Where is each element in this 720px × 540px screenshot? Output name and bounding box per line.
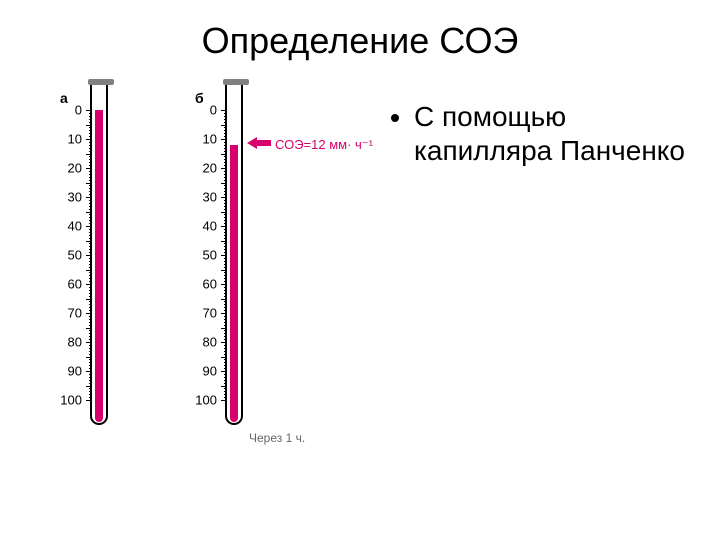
scale-tick-label: 70 (52, 306, 82, 321)
tube-b-cap (223, 79, 249, 85)
tube-b-group: б 0102030405060708090100 СОЭ=12 мм· ч⁻¹ … (225, 80, 243, 425)
page-title: Определение СОЭ (0, 20, 720, 62)
scale-tick-label: 30 (52, 190, 82, 205)
scale-tick-label: 40 (187, 219, 217, 234)
tube-b-plasma (230, 110, 238, 145)
scale-tick-label: 70 (187, 306, 217, 321)
scale-tick-label: 20 (187, 161, 217, 176)
esr-arrow-icon (247, 136, 271, 154)
scale-tick-label: 80 (187, 335, 217, 350)
description-text: С помощью капилляра Панченко (390, 100, 700, 167)
scale-tick-label: 80 (52, 335, 82, 350)
scale-tick-label: 90 (52, 364, 82, 379)
tube-a-group: а 0102030405060708090100 (90, 80, 108, 425)
scale-tick-label: 100 (52, 393, 82, 408)
scale-tick-label: 100 (187, 393, 217, 408)
esr-annotation: СОЭ=12 мм· ч⁻¹ (275, 137, 373, 153)
scale-tick-label: 60 (52, 277, 82, 292)
tube-b-blood (230, 145, 238, 422)
tube-a-blood (95, 110, 103, 422)
scale-tick-label: 90 (187, 364, 217, 379)
scale-tick-label: 60 (187, 277, 217, 292)
scale-tick-label: 30 (187, 190, 217, 205)
tube-a-cap (88, 79, 114, 85)
scale-tick-label: 50 (52, 248, 82, 263)
description-bullet: С помощью капилляра Панченко (414, 100, 700, 167)
scale-tick-label: 20 (52, 161, 82, 176)
tube-a: 0102030405060708090100 (90, 85, 108, 425)
scale-tick-label: 40 (52, 219, 82, 234)
scale-tick-label: 10 (52, 132, 82, 147)
scale-tick-label: 10 (187, 132, 217, 147)
scale-tick-label: 0 (187, 103, 217, 118)
tube-b-bottom-label: Через 1 ч. (249, 431, 305, 445)
scale-tick-label: 50 (187, 248, 217, 263)
tube-b: 0102030405060708090100 СОЭ=12 мм· ч⁻¹ Че… (225, 85, 243, 425)
scale-tick-label: 0 (52, 103, 82, 118)
capillary-diagram: а 0102030405060708090100 б 0102030405060… (30, 80, 380, 480)
